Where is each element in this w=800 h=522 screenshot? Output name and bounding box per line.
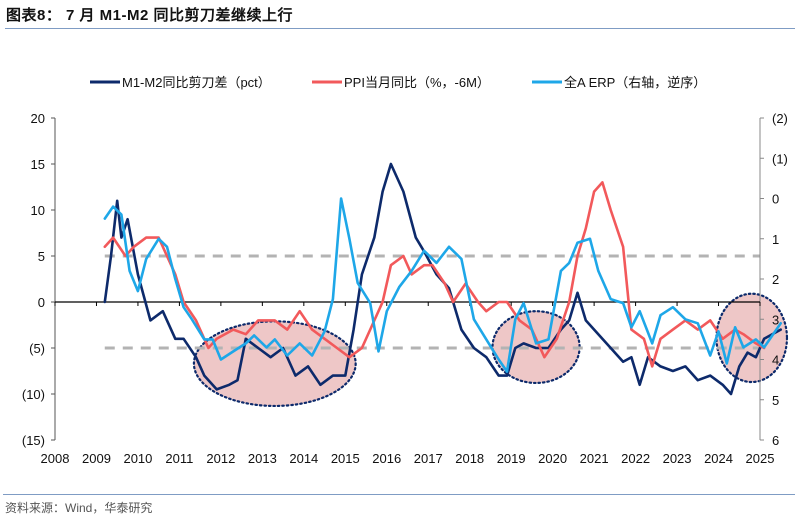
source-note: 资料来源：Wind，华泰研究 <box>5 501 153 515</box>
x-axis-tick-label: 2017 <box>414 451 443 466</box>
series-layer <box>103 162 783 396</box>
right-axis-tick-label: 1 <box>772 232 779 247</box>
highlight-ellipse-1 <box>192 320 357 408</box>
footer-divider <box>3 494 795 495</box>
right-axis-tick-label: (1) <box>772 151 788 166</box>
legend-label: 全A ERP（右轴，逆序） <box>564 75 706 90</box>
x-axis-tick-label: 2016 <box>372 451 401 466</box>
x-axis-tick-label: 2011 <box>165 451 193 466</box>
legend-label: M1-M2同比剪刀差（pct） <box>122 75 271 90</box>
right-axis-tick-label: 4 <box>772 353 779 368</box>
left-axis-tick-label: (15) <box>22 433 45 448</box>
x-axis-tick-label: 2009 <box>82 451 111 466</box>
left-axis-tick-label: 10 <box>31 203 45 218</box>
legend-item-erp: 全A ERP（右轴，逆序） <box>532 75 706 90</box>
x-axis-tick-label: 2008 <box>41 451 70 466</box>
right-axis-tick-label: 5 <box>772 393 779 408</box>
right-axis-tick-label: (2) <box>772 111 788 126</box>
right-axis-tick-label: 0 <box>772 192 779 207</box>
x-axis-tick-label: 2013 <box>248 451 277 466</box>
x-axis-tick-label: 2023 <box>663 451 692 466</box>
ppi-line <box>103 181 766 368</box>
left-axis-tick-label: 0 <box>38 295 45 310</box>
x-axis-tick-label: 2018 <box>455 451 484 466</box>
title-divider <box>5 28 795 29</box>
legend-item-m1-m2: M1-M2同比剪刀差（pct） <box>90 75 271 90</box>
left-axis-tick-label: (5) <box>29 341 45 356</box>
x-axis-tick-label: 2019 <box>497 451 526 466</box>
left-axis-tick-label: 5 <box>38 249 45 264</box>
m1-m2-scissors-line <box>103 162 783 396</box>
left-axis-tick-label: (10) <box>22 387 45 402</box>
legend-item-ppi: PPI当月同比（%，-6M） <box>312 75 490 90</box>
left-axis-tick-label: 15 <box>31 157 45 172</box>
highlight-ellipse-3 <box>715 292 789 384</box>
legend-label: PPI当月同比（%，-6M） <box>344 75 490 90</box>
x-axis-tick-label: 2024 <box>704 451 733 466</box>
x-axis-tick-label: 2021 <box>580 451 609 466</box>
reference-lines <box>104 254 760 350</box>
right-axis-tick-label: 6 <box>772 433 779 448</box>
chart-title: 图表8： 7 月 M1-M2 同比剪刀差继续上行 <box>6 7 294 24</box>
x-axis-tick-label: 2014 <box>289 451 318 466</box>
right-axis-tick-label: 3 <box>772 312 779 327</box>
x-axis-tick-label: 2012 <box>206 451 235 466</box>
x-axis-tick-label: 2025 <box>746 451 775 466</box>
x-axis-tick-label: 2015 <box>331 451 360 466</box>
erp-line <box>103 197 783 373</box>
x-axis-tick-label: 2010 <box>123 451 152 466</box>
legend: M1-M2同比剪刀差（pct） PPI当月同比（%，-6M） 全A ERP（右轴，逆… <box>90 75 706 90</box>
x-axis-tick-label: 2022 <box>621 451 650 466</box>
right-axis-tick-label: 2 <box>772 272 779 287</box>
left-axis-tick-label: 20 <box>31 111 45 126</box>
x-axis-tick-label: 2020 <box>538 451 567 466</box>
